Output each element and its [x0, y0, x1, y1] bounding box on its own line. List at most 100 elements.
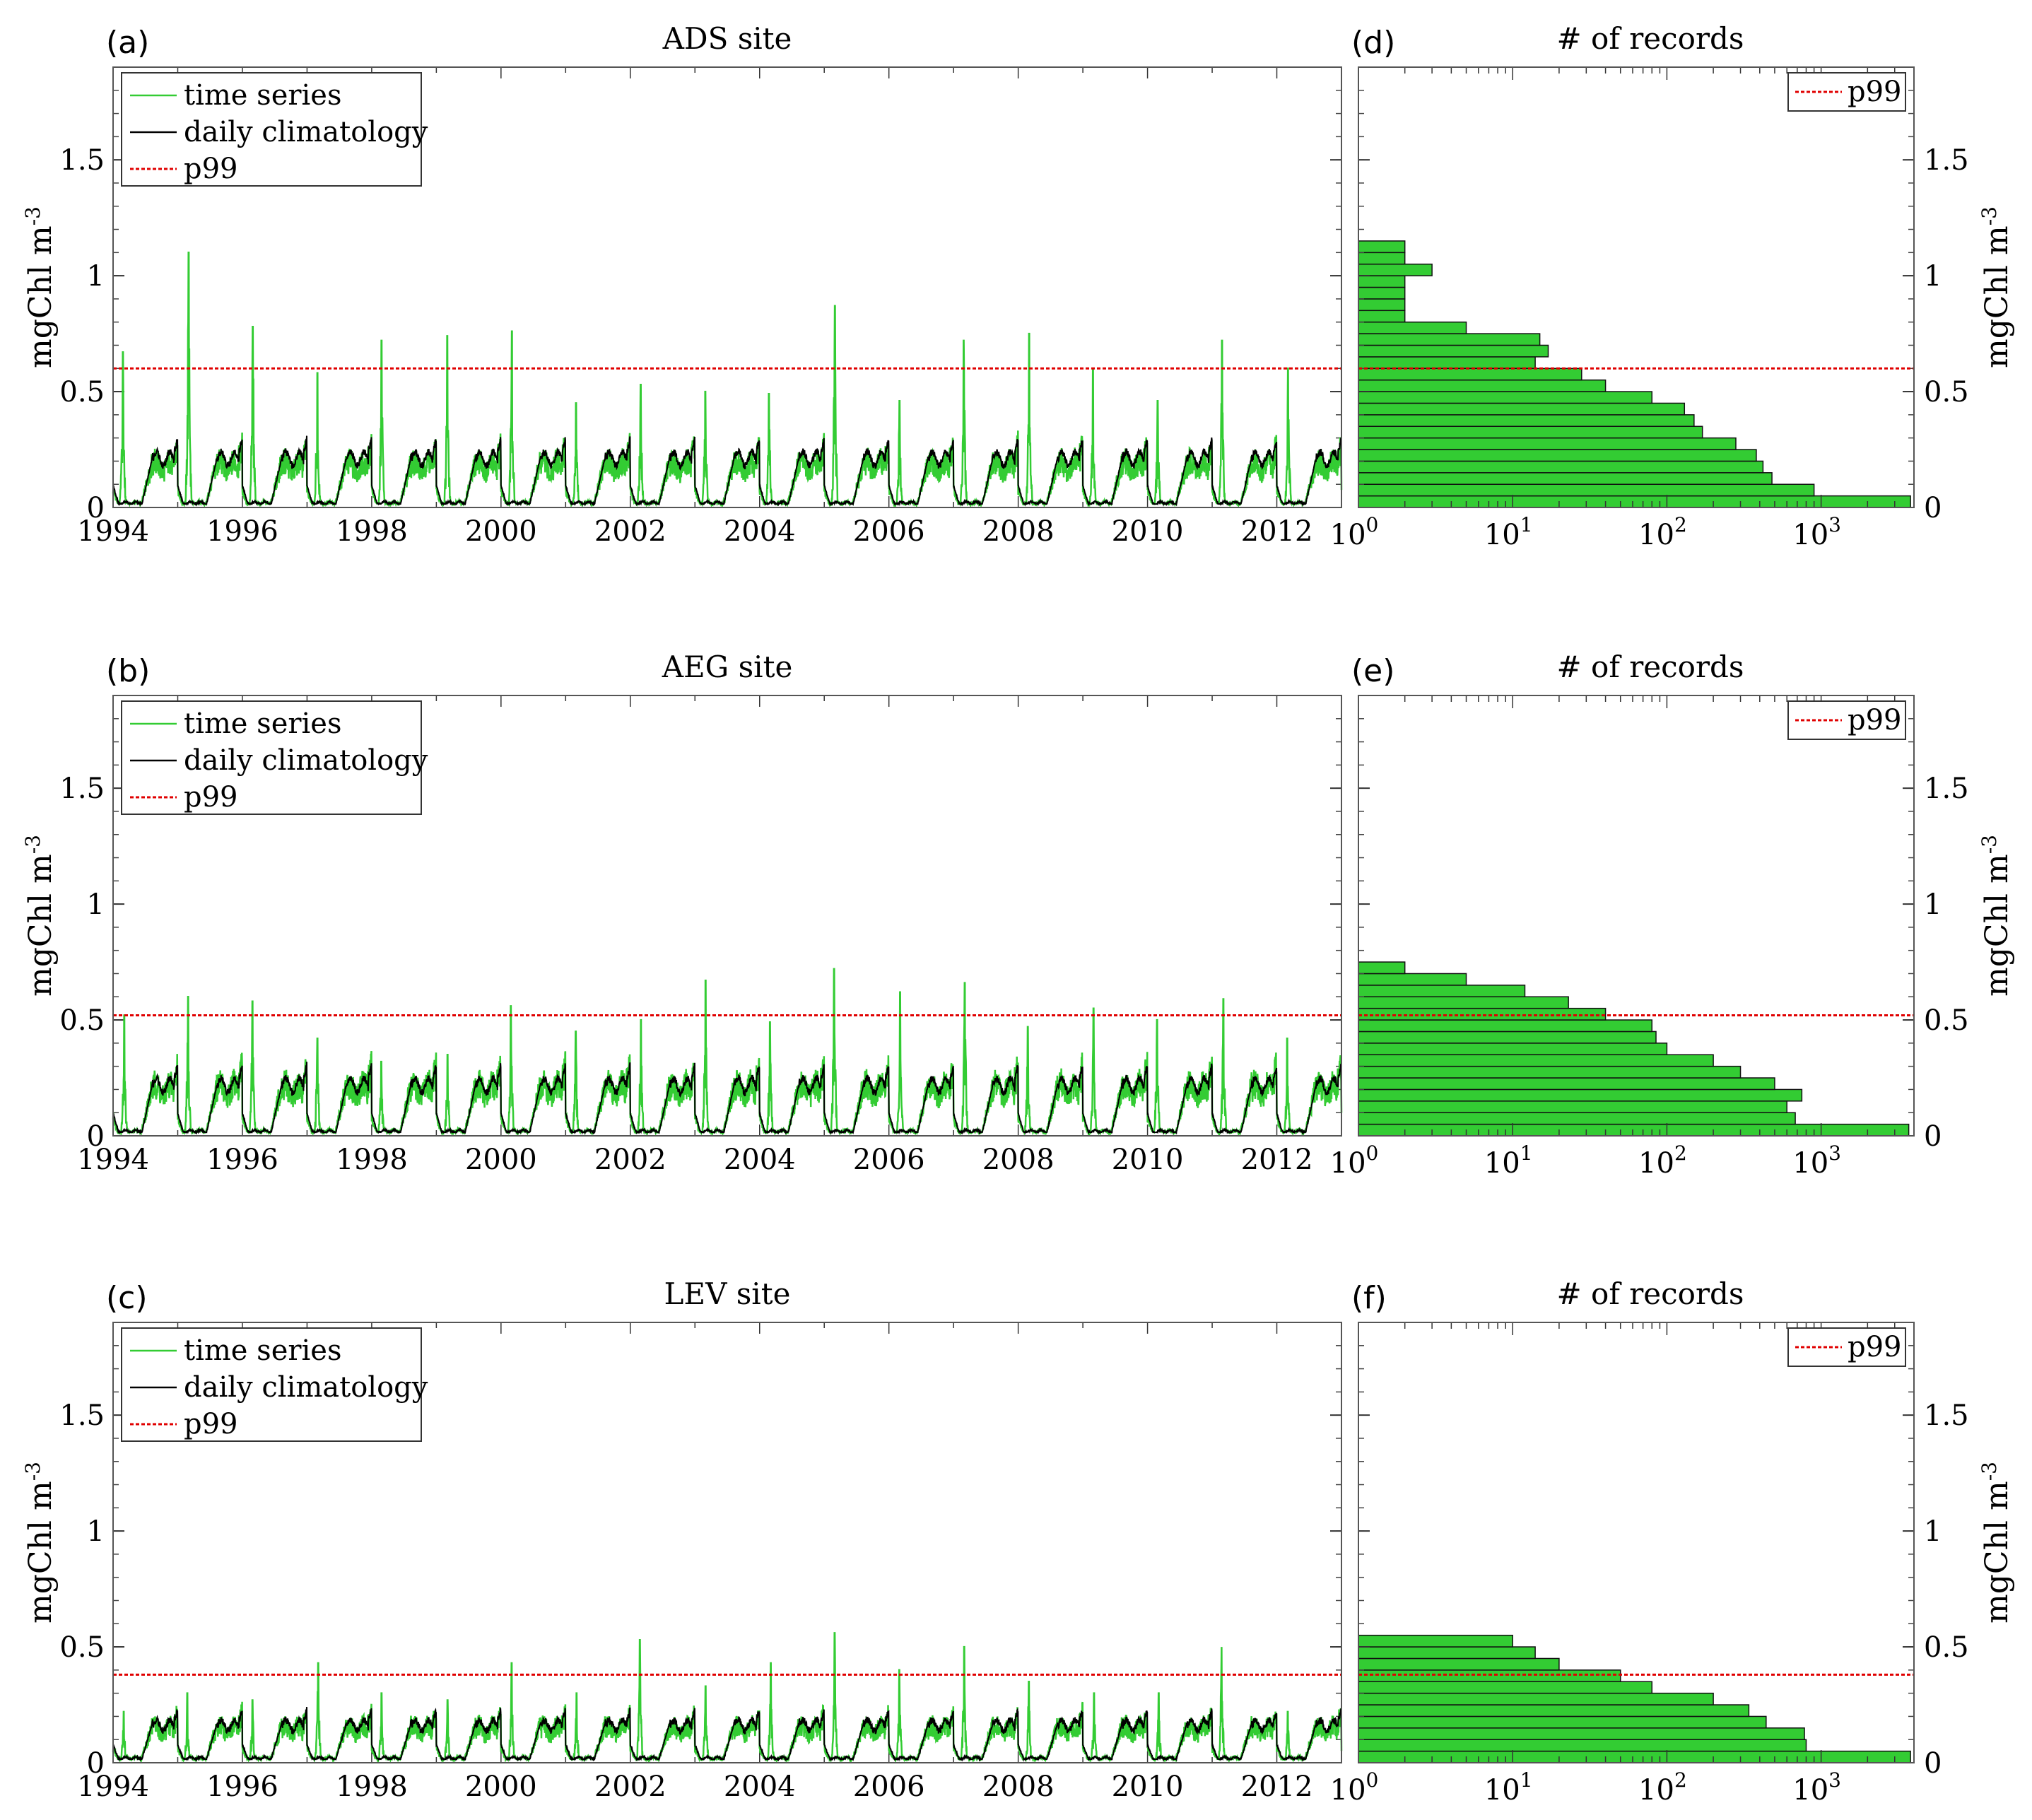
- histogram-bar: [1358, 321, 1467, 334]
- x-tick-label: 2002: [594, 515, 666, 548]
- histogram-bar: [1358, 460, 1764, 474]
- histogram-bar: [1358, 1123, 1910, 1137]
- y-tick-label: 1.5: [1924, 773, 1969, 805]
- y-tick-label: 0: [1924, 492, 1942, 524]
- y-axis-label: mgChl m-3: [1978, 835, 2015, 997]
- panel-title: # of records: [1557, 21, 1744, 56]
- panel-label: (b): [106, 653, 150, 689]
- x-tick-label: 2004: [724, 1144, 796, 1176]
- plot-frame: [1358, 695, 1915, 1137]
- histogram-bar: [1358, 1669, 1621, 1682]
- x-tick-base: 10: [1484, 1774, 1520, 1807]
- legend-box: [121, 1327, 422, 1442]
- x-tick-label: 2006: [853, 515, 925, 548]
- panel-label: (d): [1351, 25, 1395, 61]
- legend-label: p99: [1848, 76, 1902, 108]
- histogram-bar: [1358, 1681, 1653, 1694]
- x-tick-label: 1994: [77, 1144, 149, 1176]
- y-axis-label-sup: -3: [1978, 206, 2001, 225]
- legend-box: [121, 72, 422, 187]
- histogram-bar: [1358, 252, 1406, 265]
- x-tick-label: 1994: [77, 515, 149, 548]
- y-tick-label: 0.5: [1924, 376, 1969, 409]
- y-axis-label-sup: -3: [1978, 1462, 2001, 1481]
- histogram-bar: [1358, 495, 1911, 508]
- x-tick-label: 2002: [594, 1144, 666, 1176]
- legend-label: time series: [184, 708, 342, 740]
- legend: p99: [1787, 1327, 1906, 1367]
- y-tick-label: 1.5: [1924, 1399, 1969, 1432]
- histogram-bar: [1358, 344, 1549, 358]
- histogram-bar: [1358, 472, 1773, 485]
- histogram-bar: [1358, 425, 1703, 439]
- x-tick-exponent: 2: [1674, 1768, 1687, 1792]
- x-tick-label: 2012: [1241, 515, 1313, 548]
- histogram-bar: [1358, 368, 1582, 381]
- plot-frame: [1358, 1322, 1915, 1763]
- legend-label: p99: [184, 1408, 238, 1440]
- histogram-bar: [1358, 449, 1757, 462]
- plot-frame: [1358, 66, 1915, 508]
- x-tick-label: 102: [1638, 1768, 1687, 1807]
- histogram-bar: [1358, 414, 1695, 427]
- y-tick-label: 0: [87, 1120, 105, 1153]
- panel-title: ADS site: [662, 21, 792, 56]
- x-tick-label: 1998: [336, 515, 408, 548]
- legend-label: time series: [184, 79, 342, 112]
- y-axis-label-main: mgChl m: [23, 854, 59, 997]
- y-tick-label: 1.5: [59, 1399, 105, 1432]
- x-tick-label: 2010: [1112, 1144, 1184, 1176]
- histogram-bar: [1358, 333, 1541, 346]
- y-tick-label: 0: [87, 1747, 105, 1780]
- x-tick-label: 2012: [1241, 1144, 1313, 1176]
- y-axis-label: mgChl m-3: [1978, 206, 2015, 368]
- histogram-bar: [1358, 1750, 1911, 1763]
- x-tick-label: 102: [1638, 1141, 1687, 1180]
- x-tick-exponent: 1: [1520, 1768, 1533, 1792]
- histogram-bar: [1358, 298, 1406, 312]
- y-tick-label: 1: [1924, 260, 1942, 293]
- histogram-bar: [1358, 1112, 1796, 1125]
- y-axis-label-main: mgChl m: [23, 1481, 59, 1624]
- x-tick-base: 10: [1638, 1147, 1674, 1180]
- x-tick-label: 1996: [206, 1144, 278, 1176]
- legend: time series daily climatology p99: [121, 72, 428, 187]
- x-tick-base: 10: [1792, 519, 1828, 551]
- x-tick-base: 10: [1638, 519, 1674, 551]
- x-tick-base: 10: [1330, 1774, 1366, 1807]
- histogram-bar: [1358, 402, 1686, 416]
- x-tick-base: 10: [1638, 1774, 1674, 1807]
- histogram-bar: [1358, 1065, 1742, 1079]
- y-tick-label: 1.5: [59, 144, 105, 177]
- y-axis-label: mgChl m-3: [21, 835, 59, 997]
- x-tick-label: 2006: [853, 1771, 925, 1803]
- x-tick-exponent: 3: [1828, 1768, 1841, 1792]
- x-tick-label: 101: [1484, 1768, 1533, 1807]
- y-axis-label-main: mgChl m: [1979, 854, 2015, 997]
- x-tick-base: 10: [1484, 519, 1520, 551]
- series-daily-climatology: [112, 1062, 1342, 1136]
- y-tick-label: 0: [1924, 1120, 1942, 1153]
- panel-label: (c): [106, 1280, 148, 1316]
- x-tick-label: 103: [1792, 513, 1841, 551]
- histogram-bar: [1358, 391, 1653, 404]
- timeseries-panel-0: 0 0.5 1 1.5 1994 1996 1998 2000 2002 2004 2006 2008…: [21, 21, 1343, 548]
- series-time-series: [112, 968, 1343, 1137]
- panel-label: (f): [1351, 1280, 1387, 1316]
- series-daily-climatology: [112, 435, 1342, 507]
- legend-label: daily climatology: [184, 1371, 428, 1404]
- timeseries-panel-1: 0 0.5 1 1.5 1994 1996 1998 2000 2002 2004 2006 2008…: [21, 650, 1343, 1176]
- x-tick-label: 103: [1792, 1768, 1841, 1807]
- panel-title: AEG site: [662, 650, 793, 684]
- y-tick-label: 0.5: [1924, 1631, 1969, 1664]
- x-tick-base: 10: [1484, 1147, 1520, 1180]
- histogram-bar: [1358, 437, 1737, 450]
- x-tick-label: 100: [1330, 1141, 1379, 1180]
- x-tick-label: 2008: [982, 1144, 1055, 1176]
- x-tick-label: 101: [1484, 1141, 1533, 1180]
- y-tick-label: 0: [1924, 1747, 1942, 1780]
- histogram-bar: [1358, 286, 1406, 300]
- x-tick-base: 10: [1330, 1147, 1366, 1180]
- x-tick-label: 2000: [465, 1144, 537, 1176]
